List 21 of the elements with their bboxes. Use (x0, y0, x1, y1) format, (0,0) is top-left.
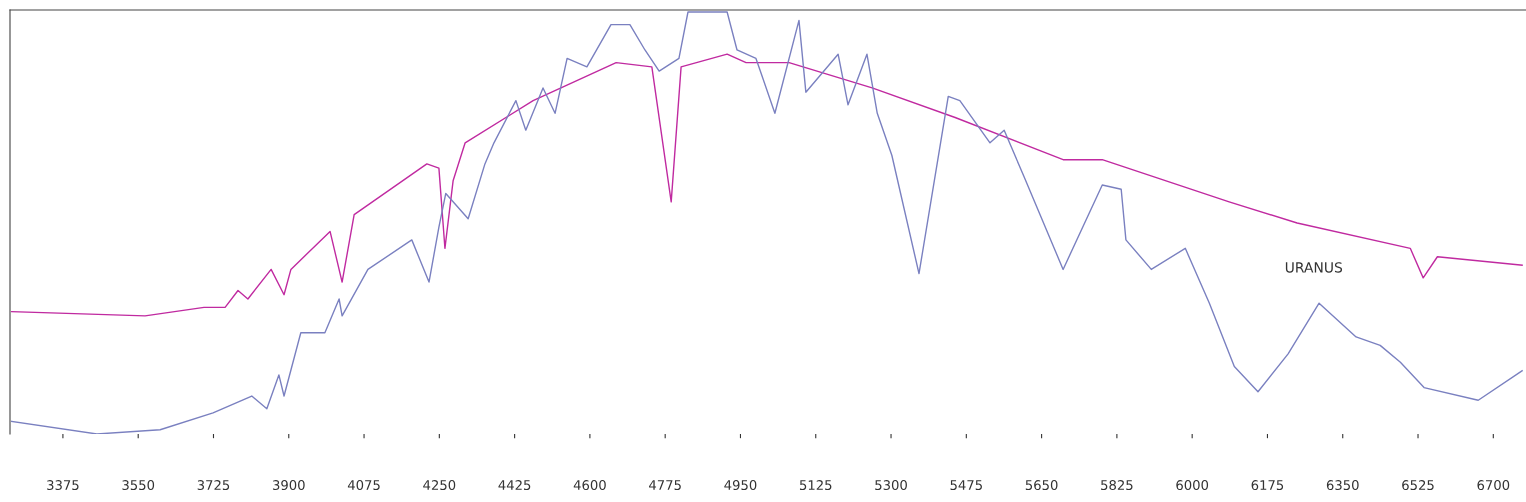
x-tick-label: 6700 (1477, 480, 1510, 491)
x-tick-label: 4600 (573, 480, 606, 491)
x-tick-label: 6350 (1326, 480, 1359, 491)
x-tick-label: 5825 (1101, 480, 1133, 491)
x-tick-label: 6175 (1251, 480, 1284, 491)
x-tick-label: 3375 (47, 480, 79, 491)
x-tick-label: 4775 (649, 480, 681, 491)
x-tick-label: 3550 (122, 480, 155, 491)
x-tick-label: 4250 (423, 480, 456, 491)
x-tick-label: 5650 (1025, 480, 1058, 491)
x-tick-label: 3900 (272, 480, 305, 491)
x-tick-label: 3725 (197, 480, 230, 491)
x-tick-label: 5475 (950, 480, 982, 491)
x-tick-label: 6525 (1402, 480, 1434, 491)
x-tick-label: 4425 (498, 480, 531, 491)
x-tick-label: 4075 (347, 480, 380, 491)
x-tick-label: 5300 (875, 480, 907, 491)
x-tick-label: 5125 (799, 480, 832, 491)
x-tick-label: 4950 (724, 480, 757, 491)
text: URANUS (1285, 262, 1343, 273)
x-tick-label: 6000 (1176, 480, 1209, 491)
